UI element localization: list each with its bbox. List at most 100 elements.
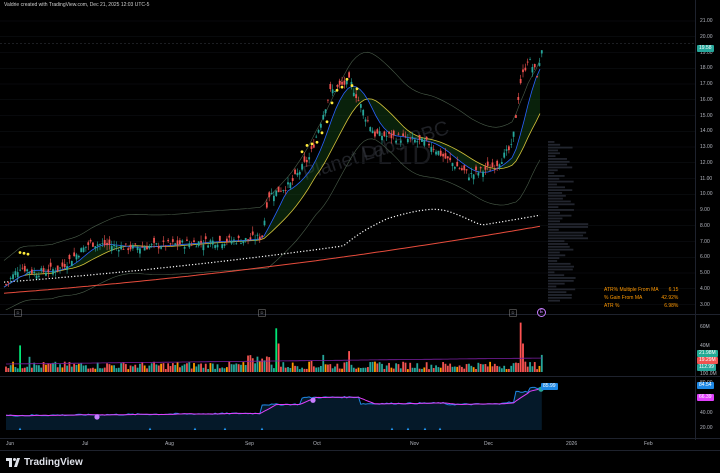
volume-bar	[5, 366, 7, 372]
volume-bar	[280, 366, 282, 372]
volume-bar	[345, 361, 348, 372]
candle-body	[19, 269, 21, 271]
volume-bar	[127, 369, 130, 372]
volume-bar	[322, 354, 325, 372]
volume-profile-bar	[548, 288, 576, 291]
candle-body	[96, 244, 99, 246]
candle-body	[249, 237, 252, 240]
oscillator-triangle-marker	[423, 427, 427, 430]
volume-pane[interactable]	[0, 318, 695, 374]
volume-bar	[157, 365, 160, 372]
candle-body	[327, 99, 329, 101]
volume-bar	[33, 362, 36, 372]
signal-dot	[355, 87, 359, 91]
volume-bar	[99, 368, 101, 372]
candle-body	[251, 231, 254, 235]
volume-bar	[303, 368, 306, 372]
volume-chart[interactable]	[0, 318, 695, 374]
volume-bar	[305, 368, 308, 372]
price-chart[interactable]	[0, 8, 695, 312]
volume-profile-bar	[548, 177, 560, 180]
candle-body	[280, 190, 282, 192]
volume-profile-bar	[548, 274, 565, 277]
candle-body	[331, 89, 334, 94]
candle-body	[359, 104, 362, 108]
volume-bar	[519, 322, 522, 372]
candle-body	[101, 243, 104, 245]
volume-profile-bar	[548, 237, 589, 240]
candle-body	[190, 244, 193, 246]
ma-short-line	[3, 68, 541, 288]
volume-bar	[468, 363, 470, 372]
candle-body	[244, 238, 247, 241]
candle-body	[23, 265, 26, 272]
volume-bar	[294, 365, 296, 372]
price-pane[interactable]	[0, 8, 695, 312]
oscillator-triangle-marker	[18, 427, 22, 430]
dividend-marker-icon[interactable]: D	[14, 309, 22, 317]
volume-bar	[143, 365, 146, 372]
volume-bar	[343, 362, 346, 372]
metric-label: ATR %	[604, 303, 620, 309]
volume-bar	[364, 367, 367, 372]
candle-body	[275, 190, 278, 196]
candle-body	[303, 156, 306, 162]
pane-separator[interactable]	[0, 314, 720, 315]
volume-ma-line	[6, 357, 542, 365]
volume-bar	[45, 364, 47, 372]
candle-body	[287, 182, 289, 185]
volume-profile-bar	[548, 268, 573, 271]
candle-body	[73, 252, 76, 257]
candle-body	[265, 202, 268, 208]
oscillator-chart[interactable]	[0, 378, 695, 432]
candle-body	[468, 177, 470, 181]
candle-body	[524, 67, 527, 71]
volume-profile-bar	[548, 180, 574, 183]
volume-bar	[38, 365, 40, 372]
volume-bar	[538, 365, 541, 372]
candle-body	[183, 247, 186, 249]
earnings-marker-icon[interactable]: E	[537, 308, 546, 317]
oscillator-pane[interactable]	[0, 378, 695, 432]
time-tick-label: 2026	[566, 441, 578, 447]
volume-bar	[465, 364, 468, 372]
price-tick-label: 15.00	[700, 112, 713, 119]
volume-bar	[193, 363, 195, 372]
tradingview-logo[interactable]: TradingView	[6, 457, 83, 468]
candle-body	[45, 272, 47, 276]
time-tick-label: Nov	[410, 441, 419, 447]
volume-bar	[14, 366, 17, 372]
candle-body	[160, 247, 162, 249]
pane-separator[interactable]	[0, 376, 720, 377]
candle-body	[108, 239, 111, 246]
price-tick-label: 13.00	[700, 144, 713, 150]
volume-profile-bar	[548, 262, 571, 265]
signal-dot	[335, 88, 339, 92]
candle-body	[310, 146, 313, 149]
candle-body	[416, 141, 419, 143]
candle-body	[68, 254, 71, 260]
volume-bar	[59, 364, 61, 372]
candle-body	[164, 245, 167, 247]
volume-bar	[129, 365, 132, 372]
dividend-marker-icon[interactable]: D	[258, 309, 266, 317]
signal-dot	[350, 84, 354, 87]
candle-body	[341, 81, 343, 85]
volume-bar	[369, 362, 372, 372]
dividend-marker-icon[interactable]: D	[509, 309, 517, 317]
volume-bar	[70, 366, 73, 372]
volume-profile-bar	[548, 245, 570, 248]
candle-body	[383, 131, 386, 137]
candle-body	[132, 244, 134, 249]
volume-bar	[28, 356, 31, 372]
volume-bar	[451, 366, 454, 372]
volume-profile-bar	[548, 234, 584, 237]
volume-bar	[348, 351, 350, 372]
volume-bar	[524, 361, 527, 372]
volume-profile-bar	[548, 251, 560, 254]
volume-bar	[432, 368, 435, 372]
volume-unit-label: 100.0M	[700, 371, 717, 377]
candle-body	[376, 129, 379, 134]
volume-bar	[273, 368, 275, 372]
volume-value-tag: 112.99	[697, 364, 716, 371]
